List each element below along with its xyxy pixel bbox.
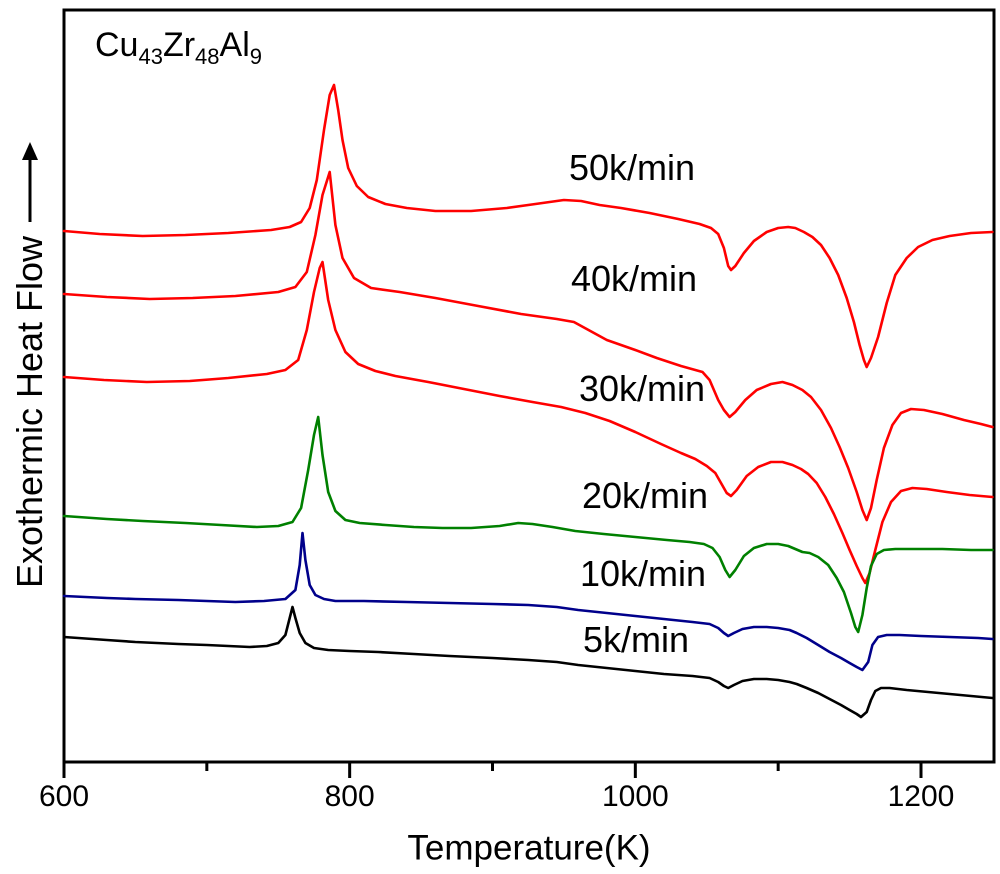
- x-tick-label-1000: 1000: [601, 780, 669, 813]
- element-symbol: Al: [219, 26, 250, 64]
- curve-label-10k-min: 10k/min: [579, 553, 707, 594]
- y-axis-label-text: Exothermic Heat Flow: [9, 235, 50, 589]
- curve-40k-min: [62, 170, 994, 522]
- curve-label-20k-min: 20k/min: [581, 475, 709, 516]
- curve-30k-min: [62, 260, 994, 585]
- element-symbol: Cu: [95, 26, 139, 64]
- element-subscript: 48: [195, 43, 220, 69]
- alloy-composition-label: Cu43Zr48Al9: [95, 28, 262, 68]
- curve-5k-min: [62, 605, 994, 719]
- x-axis-label: Temperature(K): [407, 828, 651, 868]
- curve-50k-min: [62, 83, 994, 369]
- arrow-right-icon: [22, 141, 38, 222]
- curve-label-5k-min: 5k/min: [582, 619, 690, 660]
- curve-label-50k-min: 50k/min: [568, 147, 696, 188]
- curve-label-30k-min: 30k/min: [578, 368, 706, 409]
- plot-frame: [62, 8, 996, 764]
- curve-10k-min: [62, 531, 994, 672]
- element-symbol: Zr: [162, 26, 196, 64]
- element-subscript: 43: [138, 43, 163, 69]
- curve-20k-min: [62, 415, 994, 634]
- curve-label-40k-min: 40k/min: [570, 258, 698, 299]
- element-subscript: 9: [249, 43, 263, 69]
- x-tick-label-1200: 1200: [887, 780, 955, 813]
- x-tick-label-600: 600: [38, 780, 90, 813]
- x-tick-label-800: 800: [324, 780, 375, 813]
